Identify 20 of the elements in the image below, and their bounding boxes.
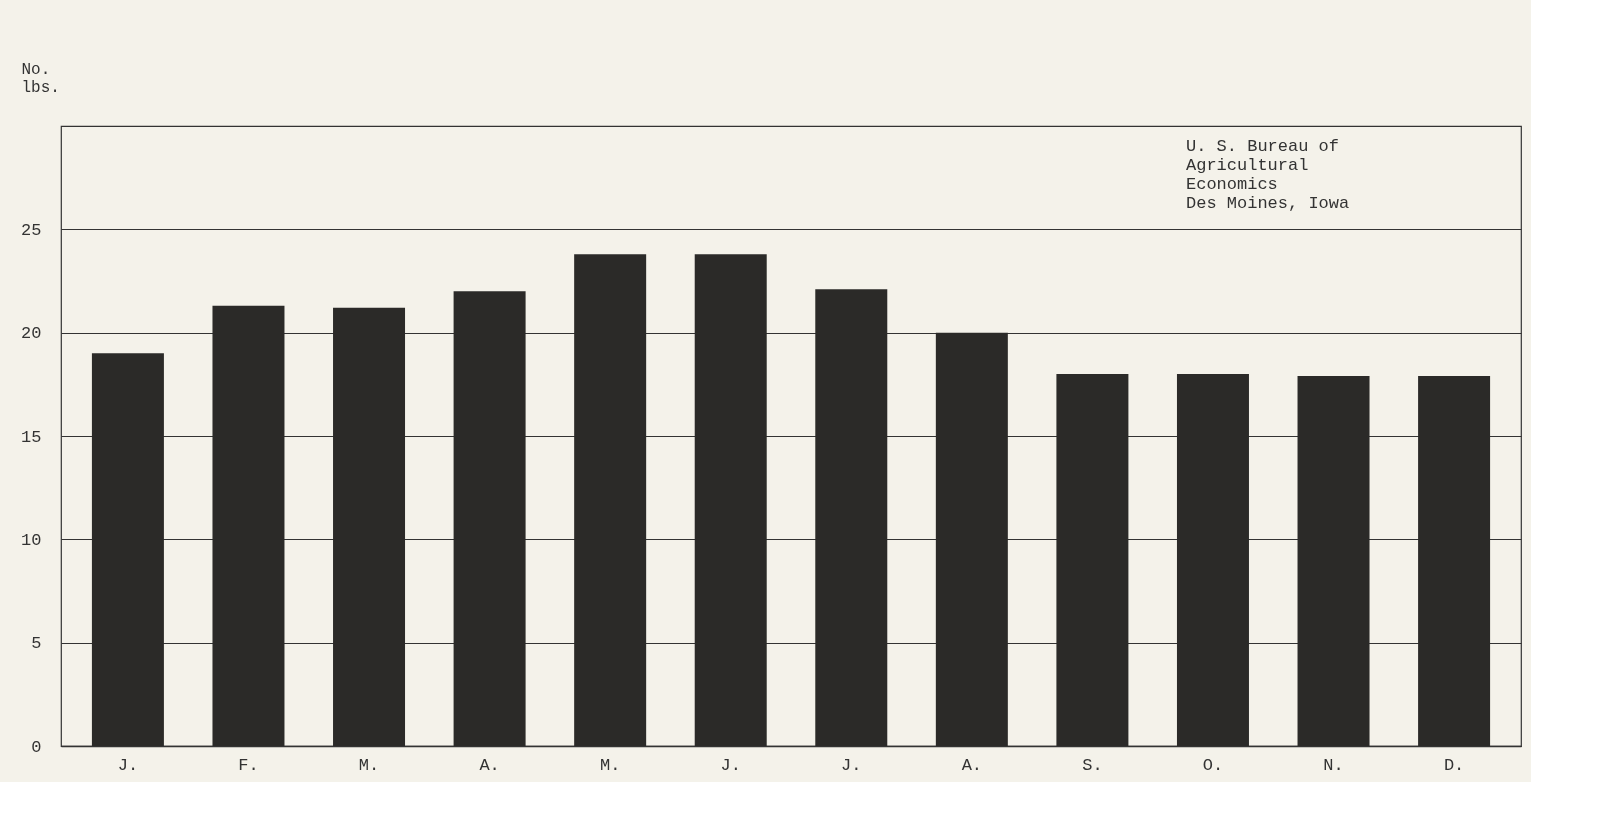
x-tick-label: S. [1082, 755, 1103, 775]
y-tick-label: 25 [21, 220, 42, 240]
y-tick-label: 0 [31, 737, 42, 757]
x-tick-label: N. [1323, 755, 1344, 775]
x-tick-label: O. [1202, 755, 1224, 775]
y-tick-label: 5 [31, 634, 42, 654]
y-axis-title: No. lbs. [21, 60, 60, 97]
y-tick-label: 15 [21, 427, 42, 447]
x-tick-label: D. [1443, 755, 1465, 775]
x-tick-label: A. [961, 755, 983, 775]
x-tick-label: M. [358, 755, 380, 775]
x-tick-label: F. [238, 755, 259, 775]
x-tick-label: J. [117, 755, 139, 775]
y-tick-label: 10 [21, 530, 42, 550]
x-tick-label: M. [599, 755, 621, 775]
x-tick-label: A. [479, 755, 500, 775]
x-tick-label: J. [841, 755, 862, 775]
annotation: U. S. Bureau of Agricultural Economics Des Moines, Iowa [1186, 137, 1350, 213]
x-tick-label: J. [720, 755, 741, 775]
y-tick-label: 20 [21, 324, 42, 344]
